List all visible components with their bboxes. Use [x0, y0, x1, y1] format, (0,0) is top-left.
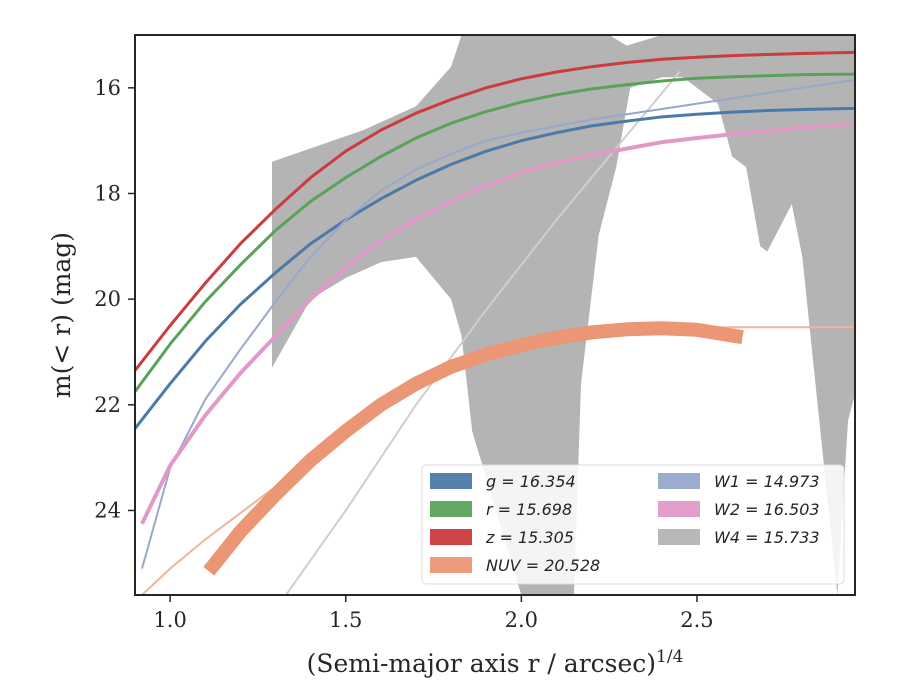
series-line-w1-14-973 [141, 78, 855, 569]
y-tick-label: 20 [94, 287, 121, 311]
legend-swatch-w1-14-973 [658, 473, 700, 489]
x-axis-title: (Semi-major axis r / arcsec)1/4 [307, 647, 684, 678]
series-line-g-16-354 [135, 106, 855, 430]
series-band-w4-15-733 [272, 35, 855, 595]
legend-label-w4-15-733: W4 = 15.733 [714, 528, 820, 547]
y-tick-label: 16 [94, 76, 121, 100]
legend-swatch-nuv-20-528 [430, 557, 472, 573]
y-tick-label: 22 [94, 393, 121, 417]
legend: g = 16.354 r = 15.698 z = 15.305 NUV = 20.5… [421, 464, 845, 585]
series-line-r-15-698 [135, 72, 855, 393]
legend-swatch-w4-15-733 [658, 529, 700, 545]
legend-label-w1-14-973: W1 = 14.973 [714, 472, 820, 491]
legend-label-nuv-20-528: NUV = 20.528 [486, 556, 600, 575]
plot-frame [134, 34, 856, 596]
legend-label-w2-16-503: W2 = 16.503 [714, 500, 820, 519]
legend-swatch-z-15-305 [430, 529, 472, 545]
legend-swatch-r-15-698 [430, 501, 472, 517]
x-tick-label: 1.0 [153, 608, 186, 632]
y-tick-label: 18 [94, 181, 121, 205]
x-tick-label: 1.5 [329, 608, 362, 632]
series-line-z-15-305 [135, 50, 855, 372]
x-tick-label: 2.5 [680, 608, 713, 632]
plot-area [135, 35, 855, 595]
line-w4-curve [285, 71, 681, 595]
series-line-nuv-20-528 [203, 321, 744, 576]
series-line-w2-16-503 [140, 121, 855, 525]
y-axis: 16 18 20 22 24 [94, 76, 135, 522]
legend-swatch-g-16-354 [430, 473, 472, 489]
x-axis: 1.0 1.5 2.0 2.5 [153, 595, 714, 632]
legend-label-z-15-305: z = 15.305 [485, 528, 574, 547]
legend-box [421, 464, 845, 585]
x-tick-label: 2.0 [505, 608, 538, 632]
y-axis-title: m(< r) (mag) [47, 232, 76, 398]
legend-swatch-w2-16-503 [658, 501, 700, 517]
y-tick-label: 24 [94, 498, 121, 522]
legend-label-r-15-698: r = 15.698 [486, 500, 572, 519]
legend-label-g-16-354: g = 16.354 [486, 472, 576, 491]
